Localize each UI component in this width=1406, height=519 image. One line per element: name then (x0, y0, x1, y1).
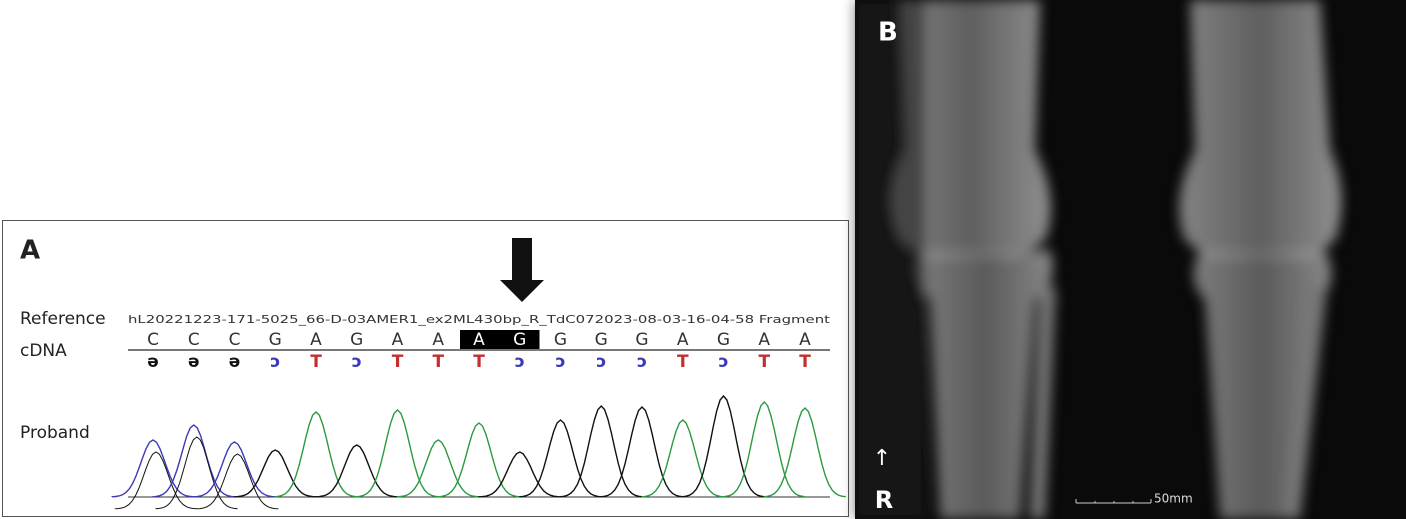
peak (114, 451, 197, 510)
complement-base: ɔ (596, 352, 606, 372)
arrow (500, 238, 544, 302)
complement-base: T (432, 352, 444, 372)
complement-base: ɔ (637, 352, 647, 372)
orientation-arrow: ↑ (873, 446, 891, 471)
peak (641, 419, 724, 498)
base: C (229, 330, 241, 350)
complement-base: T (473, 352, 485, 372)
file-name: hL20221223-171-5025_66-D-03AMER1_ex2ML43… (128, 314, 830, 326)
complement-base: ɔ (718, 352, 728, 372)
base: G (554, 330, 567, 350)
peak (600, 405, 683, 498)
peak (356, 409, 439, 498)
scale-bar-label: 50mm (1154, 492, 1193, 506)
complement-base: T (310, 352, 322, 372)
base: A (799, 330, 811, 350)
panel-label: B (878, 18, 898, 48)
complement-base: ə (229, 352, 241, 372)
peak (722, 400, 806, 498)
base: G (635, 330, 648, 350)
complement-base: ɔ (555, 352, 565, 372)
base: G (595, 330, 608, 350)
complement-base: ɔ (515, 352, 525, 372)
row-label: Reference (20, 309, 106, 329)
peak (559, 404, 643, 498)
complement-base: ə (188, 352, 200, 372)
complement-base: T (758, 352, 770, 372)
peak (196, 453, 279, 510)
chromatogram (111, 394, 846, 510)
base: C (147, 330, 159, 350)
complement-base: ɔ (270, 352, 280, 372)
peak (152, 424, 235, 498)
complement-base: ə (147, 352, 159, 372)
base: C (188, 330, 200, 350)
base: G (513, 330, 526, 350)
peak (233, 449, 317, 498)
base: A (677, 330, 689, 350)
complement-base: T (799, 352, 811, 372)
base: A (310, 330, 322, 350)
peak (155, 436, 238, 510)
peak (519, 419, 602, 498)
peak (193, 441, 276, 498)
side-label: R (875, 486, 893, 514)
peak (396, 439, 480, 498)
base: G (717, 330, 730, 350)
complement-base: T (677, 352, 689, 372)
peak (763, 406, 846, 498)
highlight (460, 330, 540, 349)
complement-base: ɔ (352, 352, 362, 372)
peak (477, 451, 561, 498)
row-label: cDNA (20, 341, 67, 361)
peak (274, 411, 357, 498)
base: G (269, 330, 282, 350)
panel-label: A (20, 236, 40, 266)
bones (855, 0, 1342, 519)
scale-bar (1075, 499, 1152, 504)
peak (315, 444, 398, 498)
base: A (758, 330, 770, 350)
row-label: Proband (20, 423, 90, 443)
base: A (432, 330, 444, 350)
base: G (350, 330, 363, 350)
peak (682, 394, 765, 498)
panel-a-frame (2, 220, 849, 517)
peak (111, 439, 194, 498)
base: A (473, 330, 485, 350)
base: A (392, 330, 404, 350)
peak (437, 422, 520, 498)
complement-base: T (392, 352, 404, 372)
